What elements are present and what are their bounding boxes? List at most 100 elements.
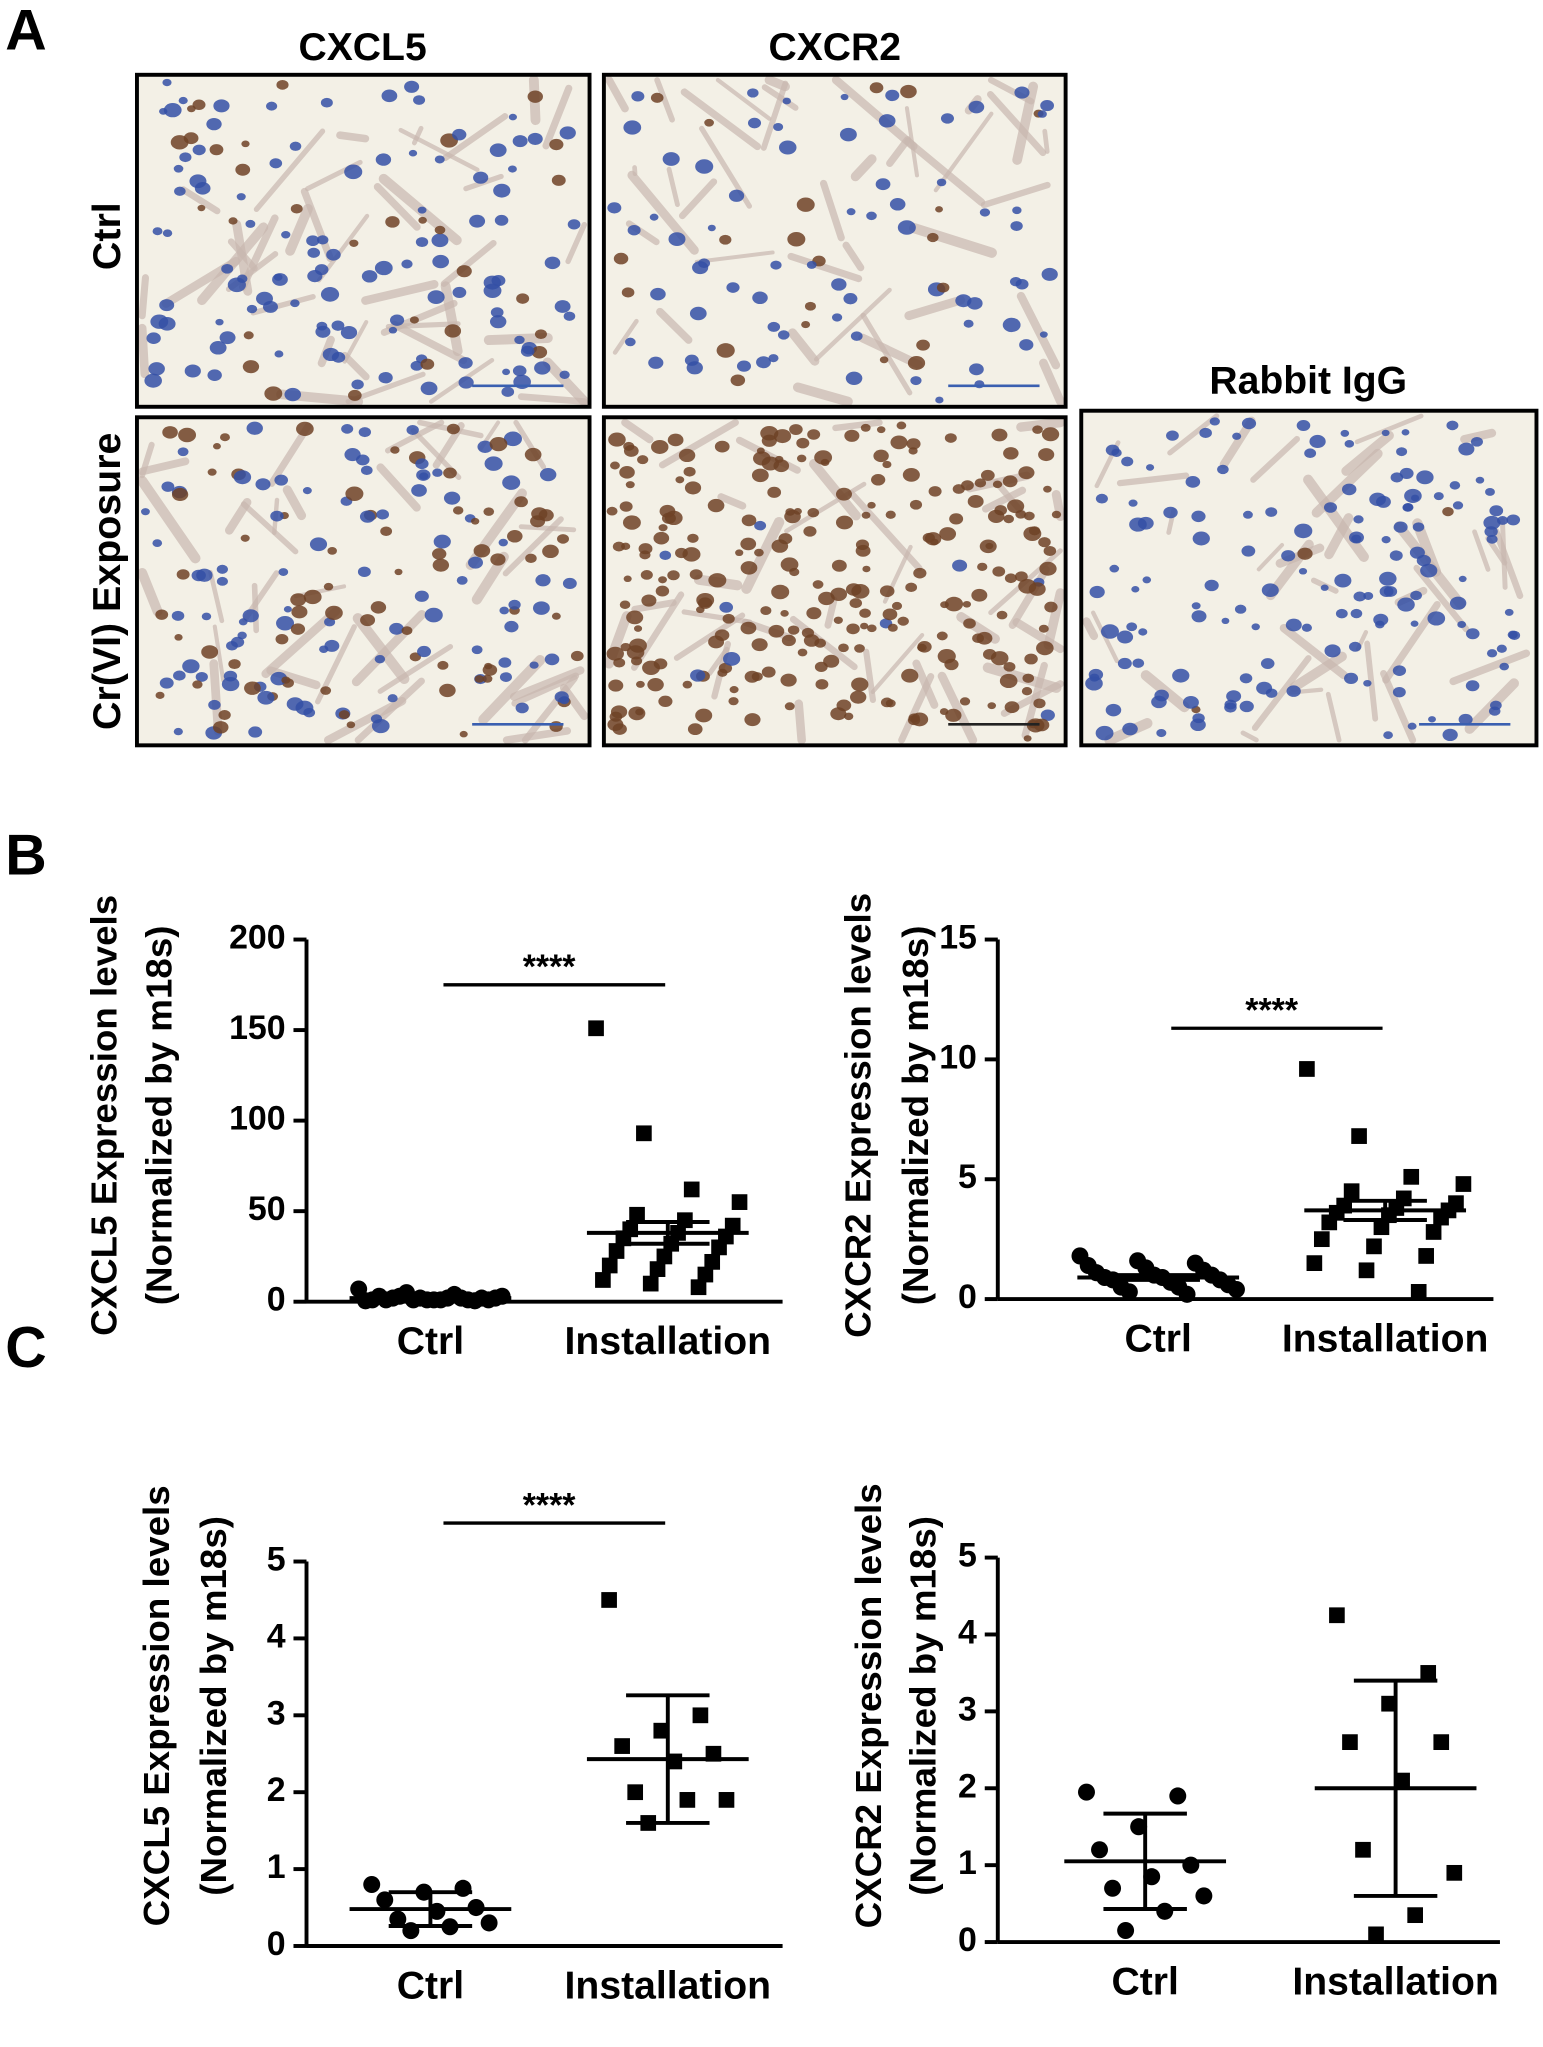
cell	[468, 556, 483, 569]
cell	[228, 659, 241, 670]
y-axis-label: (Normalized by m18s)	[138, 926, 179, 1306]
cell	[376, 509, 390, 520]
cell	[504, 620, 519, 633]
cell	[1041, 267, 1058, 281]
cell	[728, 189, 745, 202]
tissue-strand	[398, 127, 480, 172]
significance-label: ****	[523, 1486, 577, 1524]
cell	[831, 559, 847, 572]
cell	[682, 680, 693, 689]
y-tick-label: 5	[958, 1537, 977, 1575]
cell	[812, 580, 824, 589]
cell	[417, 645, 432, 658]
cell	[1142, 576, 1152, 584]
cell	[1051, 510, 1062, 519]
data-point	[1381, 1695, 1397, 1712]
cell	[658, 576, 667, 584]
cell	[557, 534, 569, 544]
cell	[452, 286, 467, 298]
cell	[608, 679, 624, 692]
cell	[346, 721, 356, 729]
cell	[216, 576, 228, 586]
cell	[320, 287, 340, 302]
cell	[220, 433, 230, 442]
cell	[184, 364, 201, 378]
cell	[1508, 630, 1521, 640]
cell	[636, 680, 645, 688]
tissue-strand	[792, 382, 853, 407]
cell	[846, 623, 860, 635]
cell	[655, 585, 670, 597]
cell	[1392, 686, 1406, 698]
cell	[955, 294, 972, 308]
cell	[207, 369, 222, 381]
cell	[242, 609, 259, 623]
cell	[1241, 545, 1256, 557]
cell	[344, 164, 363, 180]
data-point	[653, 1722, 670, 1739]
cell	[740, 561, 758, 575]
cell	[820, 458, 830, 466]
cell	[1485, 487, 1495, 496]
cell	[890, 435, 908, 450]
tissue-strand	[253, 128, 326, 213]
cell	[525, 553, 537, 563]
cell	[1449, 481, 1461, 490]
cell	[1199, 427, 1212, 439]
tissue-strand	[209, 659, 223, 736]
cell	[990, 651, 1009, 666]
cell	[650, 287, 666, 301]
cell	[388, 326, 398, 334]
cell	[689, 306, 707, 321]
tissue-strand	[904, 295, 966, 321]
cell	[1039, 331, 1048, 338]
cell	[446, 423, 460, 435]
y-tick-label: 150	[229, 1009, 286, 1047]
cell	[1392, 665, 1407, 676]
cell	[416, 469, 431, 481]
cell	[823, 654, 840, 668]
cell	[1224, 699, 1237, 710]
cell	[801, 321, 811, 329]
cell	[1410, 494, 1420, 502]
cell	[850, 690, 867, 704]
cell	[806, 260, 817, 269]
cell	[760, 606, 772, 616]
cell	[320, 97, 333, 108]
cell	[1301, 623, 1312, 632]
cell	[502, 475, 521, 490]
cell	[162, 78, 172, 87]
cell	[1410, 590, 1422, 601]
cell	[1012, 206, 1022, 215]
cell	[348, 389, 362, 401]
cell	[554, 300, 571, 313]
cell	[814, 661, 828, 673]
cell	[1095, 493, 1108, 504]
cell	[201, 612, 212, 621]
cell	[1003, 447, 1019, 460]
y-tick-label: 200	[229, 918, 286, 956]
cell	[1483, 515, 1501, 530]
cell	[781, 634, 796, 647]
cell	[1341, 483, 1357, 496]
cell	[910, 712, 929, 727]
cell	[501, 386, 515, 397]
tissue-strand	[904, 137, 986, 207]
cell	[178, 427, 197, 443]
tissue-strand	[680, 88, 762, 151]
cell	[424, 607, 443, 623]
cell	[940, 601, 949, 609]
cell	[1407, 722, 1417, 730]
cell	[281, 230, 291, 239]
cell	[1033, 698, 1046, 709]
cell	[751, 638, 768, 652]
cell	[413, 95, 426, 105]
cell	[754, 548, 764, 557]
cell	[434, 225, 446, 235]
cell	[1137, 516, 1154, 530]
cell	[1344, 672, 1359, 685]
tissue-strand	[1492, 528, 1524, 600]
cell	[291, 605, 308, 619]
cell	[1040, 100, 1054, 112]
cell	[390, 446, 400, 454]
